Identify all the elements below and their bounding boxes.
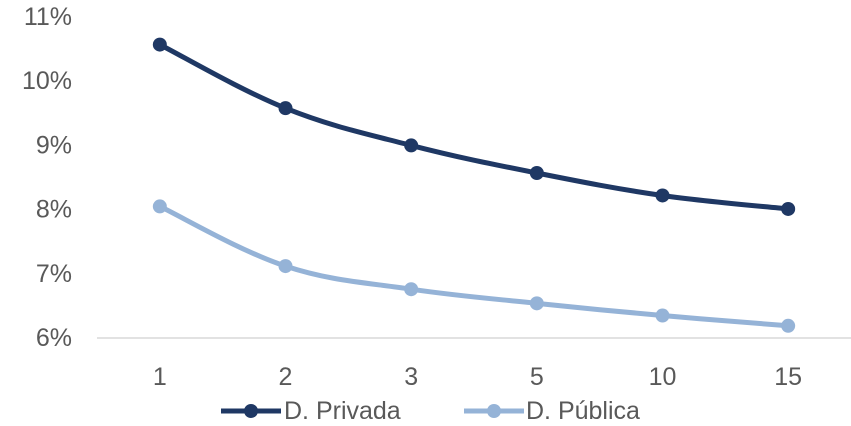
legend-label: D. Privada (284, 397, 401, 425)
data-point (529, 166, 544, 181)
legend-item: D. Pública (464, 397, 640, 425)
y-axis: 6% 7% 8% 9% 10% 11% (22, 3, 72, 352)
data-point (781, 318, 796, 333)
data-point (655, 188, 670, 203)
x-axis: 1 2 3 5 10 15 (97, 337, 851, 391)
data-point (404, 138, 419, 153)
legend-label: D. Pública (526, 397, 640, 425)
series-0 (152, 37, 796, 216)
y-tick-label: 6% (36, 324, 72, 352)
series-1 (152, 199, 796, 333)
data-point (278, 101, 293, 116)
series-line (157, 203, 791, 329)
x-tick-label: 15 (774, 363, 802, 391)
y-tick-label: 11% (24, 3, 72, 31)
legend-item: D. Privada (221, 397, 401, 425)
legend: D. Privada D. Pública (221, 397, 640, 425)
data-point (655, 308, 670, 323)
data-point (404, 282, 419, 297)
data-point (278, 259, 293, 274)
series-line (157, 42, 791, 212)
data-point (152, 37, 167, 52)
y-tick-label: 9% (36, 131, 72, 159)
y-tick-label: 10% (22, 67, 72, 95)
data-point (781, 201, 796, 216)
y-tick-label: 7% (36, 260, 72, 288)
data-point (152, 199, 167, 214)
x-tick-label: 1 (153, 363, 167, 391)
plot-area (152, 37, 796, 333)
legend-swatch-marker (487, 404, 501, 418)
data-point (529, 296, 544, 311)
legend-swatch-marker (244, 404, 258, 418)
x-tick-label: 3 (404, 363, 418, 391)
x-tick-label: 10 (649, 363, 677, 391)
x-tick-label: 5 (530, 363, 544, 391)
y-tick-label: 8% (36, 196, 72, 224)
x-tick-label: 2 (279, 363, 293, 391)
